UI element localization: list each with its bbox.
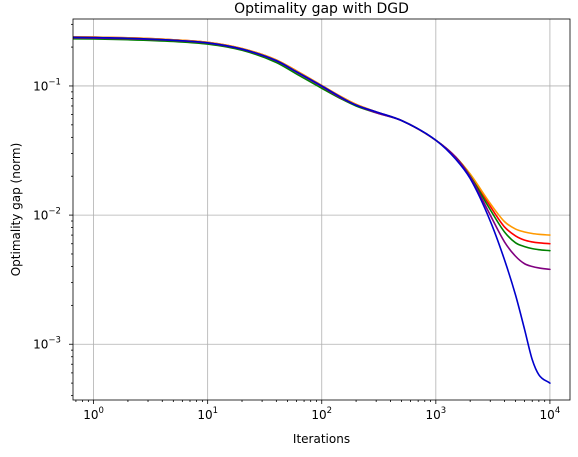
x-axis-label: Iterations <box>293 432 350 446</box>
x-tick-label: 100 <box>83 406 104 422</box>
series-line-5 <box>73 36 551 384</box>
y-tick-label: 10−3 <box>33 336 61 352</box>
y-tick-label: 10−2 <box>33 207 61 223</box>
chart-title: Optimality gap with DGD <box>234 1 409 17</box>
y-axis-label: Optimality gap (norm) <box>9 143 23 277</box>
tick-layer: 100 101 102 103 104 10−3 10−2 10−1 <box>33 23 561 422</box>
y-tick-label: 10−1 <box>33 77 61 93</box>
series-layer <box>73 36 551 384</box>
x-tick-label: 102 <box>311 406 332 422</box>
x-tick-label: 101 <box>197 406 218 422</box>
x-tick-label: 103 <box>425 406 446 422</box>
x-tick-label: 104 <box>540 406 561 422</box>
